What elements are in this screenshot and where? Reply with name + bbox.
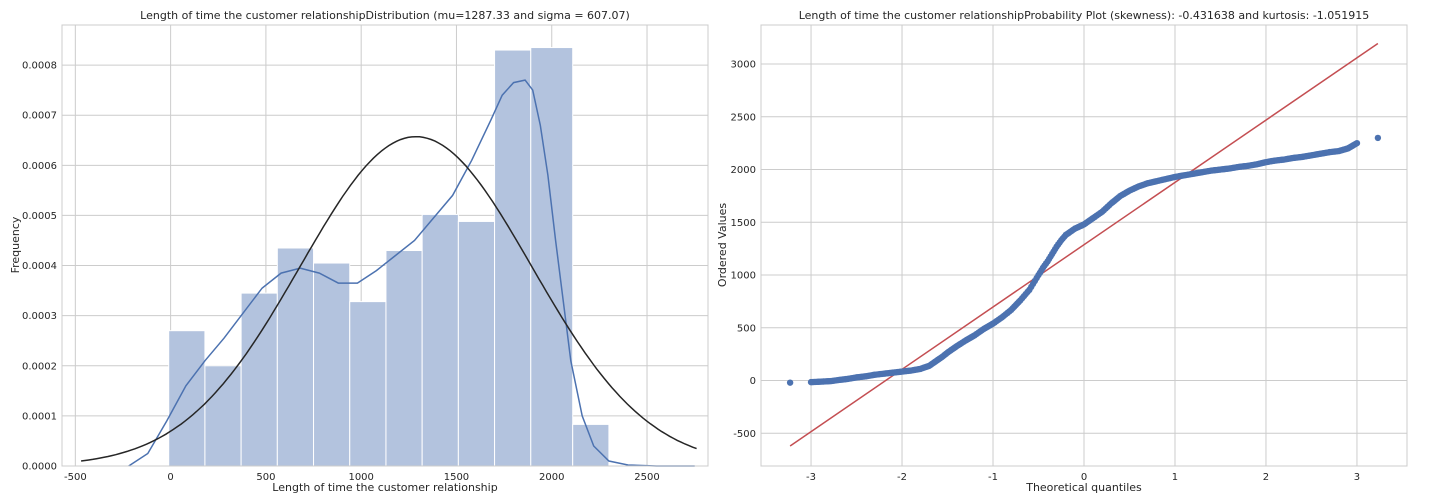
kde-curve [128,79,695,467]
histogram-bar [494,49,532,467]
distribution-x-tick-labels: -500 0 500 1000 1500 2000 2500 [64,472,660,483]
probability-x-tick-label: 3 [1354,472,1360,483]
probability-y-tick-label: 3000 [731,60,756,71]
histogram-bar [204,365,242,467]
distribution-y-tick-label: 0.0004 [22,261,57,272]
histogram-bar [572,423,610,467]
probability-x-tick-label: -3 [806,472,816,483]
probability-y-tick-label: 2500 [731,112,756,123]
probability-plot-frame [760,24,1408,467]
quantile-points [786,134,1382,386]
distribution-y-tick-label: 0.0006 [22,161,57,172]
normal-fit-curve [81,135,697,462]
probability-gridlines [761,25,1407,466]
histogram-bar [313,262,351,467]
probability-x-tick-label: 0 [1081,472,1087,483]
probability-x-axis-label: Theoretical quantiles [1025,481,1142,494]
distribution-plot-frame [61,24,709,467]
distribution-y-tick-label: 0.0003 [22,311,57,322]
distribution-y-tick-label: 0.0001 [22,411,57,422]
histogram-bar [457,220,496,467]
quantile-point [1033,274,1040,282]
fit-line [789,42,1379,447]
quantile-point [1374,134,1382,142]
histogram-bar [349,301,387,467]
distribution-y-tick-label: 0.0002 [22,361,57,372]
probability-y-tick-labels: -500 0 500 1000 1500 2000 2500 3000 [731,60,756,440]
histogram-bar [385,250,423,467]
distribution-y-tick-label: 0.0005 [22,211,57,222]
distribution-x-axis-label: Length of time the customer relationship [272,481,497,494]
probability-y-axis-label: Ordered Values [716,203,729,287]
quantile-point [1047,253,1054,260]
histogram-bars [168,47,610,467]
distribution-y-tick-labels: 0.0000 0.0001 0.0002 0.0003 0.0004 0.0005 0.00… [22,61,57,473]
distribution-chart: -500 0 500 1000 1500 2000 2500 0.00000.00010.0… [9,9,709,494]
distribution-x-tick-label: 0 [167,472,173,483]
quantile-point [1038,266,1045,274]
quantile-point [1024,288,1031,296]
probability-x-tick-label: -2 [897,472,907,483]
distribution-x-tick-label: 1500 [444,472,469,483]
distribution-x-tick-label: -500 [64,472,87,483]
probability-y-tick-label: 0 [750,376,756,387]
quantile-point [1042,260,1050,267]
distribution-y-axis-label: Frequency [9,216,22,273]
distribution-x-tick-label: 2500 [634,472,659,483]
distribution-x-tick-label: 1000 [348,472,373,483]
distribution-x-tick-label: 2000 [539,472,564,483]
probability-x-tick-labels: -3 -2 -1 0 1 2 3 [806,472,1360,483]
probability-x-tick-label: 2 [1263,472,1269,483]
probability-y-tick-label: -500 [733,429,756,440]
probability-y-tick-label: 2000 [731,165,756,176]
probability-y-tick-label: 500 [737,323,756,334]
histogram-bar [276,247,315,467]
histogram-bar [240,292,278,467]
distribution-y-tick-label: 0.0000 [22,462,57,473]
quantile-point [1352,140,1359,148]
probability-y-tick-label: 1500 [731,218,756,229]
distribution-y-tick-label: 0.0008 [22,61,57,72]
probability-title: Length of time the customer relationship… [799,9,1370,22]
distribution-y-tick-label: 0.0007 [22,111,57,122]
histogram-bar [168,330,206,467]
distribution-x-tick-label: 500 [256,472,275,483]
probability-x-tick-label: -1 [988,472,998,483]
histogram-bar [421,213,459,467]
distribution-title: Length of time the customer relationship… [140,9,630,22]
probability-plot-chart: -3 -2 -1 0 1 2 3 -500050010001500200025003000 … [716,9,1408,494]
probability-x-tick-label: 1 [1172,472,1178,483]
quantile-point [1051,245,1059,253]
probability-y-tick-label: 1000 [731,271,756,282]
quantile-point [786,379,794,386]
